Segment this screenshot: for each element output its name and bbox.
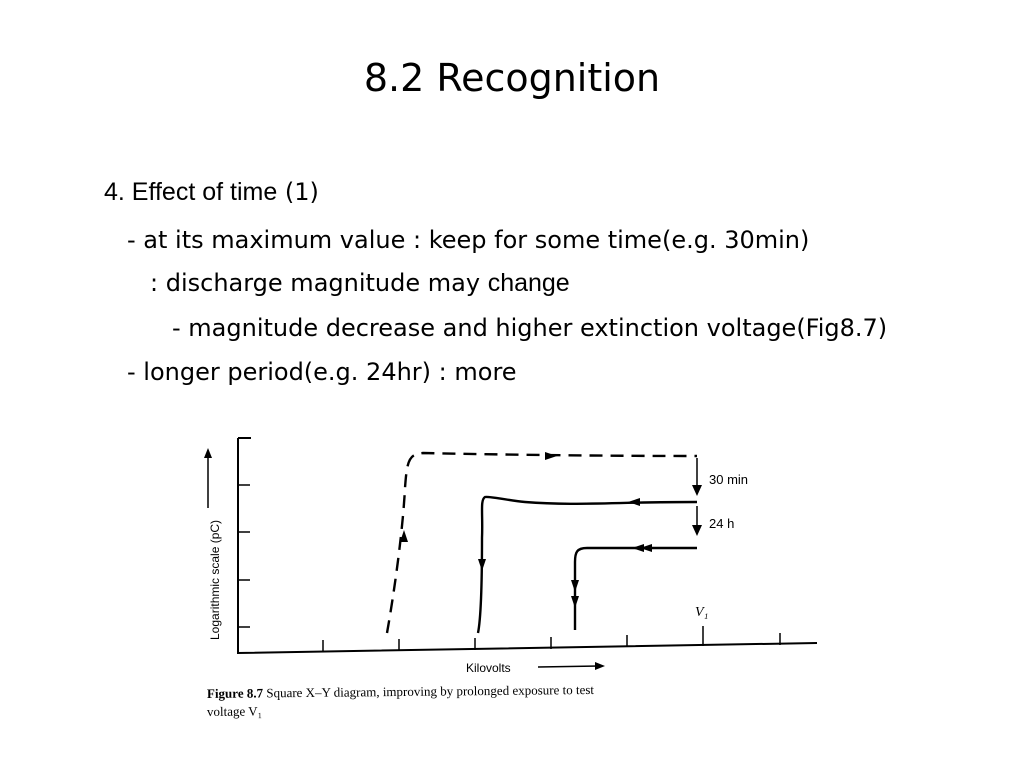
arrow-drop-30min [692, 485, 702, 496]
curve-initial-dashed [385, 451, 698, 634]
bullet-maximum-value: - at its maximum value : keep for some t… [127, 226, 810, 254]
arrow-rise-up [400, 530, 408, 542]
figure-8-7: Logarithmic scale (pC) 30 min 24 h V₁ Ki… [195, 428, 835, 728]
arrow-third-left-1 [640, 544, 652, 552]
axes [237, 437, 818, 655]
curve-after-30min [476, 495, 698, 634]
arrow-third-down-1 [571, 580, 579, 592]
y-axis [237, 438, 818, 655]
x-axis-arrow [537, 665, 600, 668]
bullet-discharge-text: : discharge magnitude may [150, 269, 488, 297]
arrow-second-down [478, 559, 486, 571]
arrow-third-left-2 [632, 544, 644, 552]
annotation-24-h: 24 h [709, 516, 734, 531]
caption-label: Figure 8.7 [207, 685, 264, 701]
caption-text: Square X–Y diagram, improving by prolong… [263, 682, 594, 700]
arrow-top-right [545, 452, 557, 460]
bullet-effect-of-time: 4. Effect of time (1) [104, 177, 319, 207]
slide-title: 8.2 Recognition [363, 56, 661, 100]
bullet-discharge-magnitude: : discharge magnitude may change [150, 268, 570, 298]
bullet-list: 4. Effect of time (1) - at its maximum v… [104, 177, 888, 386]
x-axis-label: Kilovolts [466, 661, 511, 675]
xy-diagram: Logarithmic scale (pC) 30 min 24 h V₁ Ki… [204, 437, 818, 719]
arrow-drop-24h [692, 525, 702, 536]
figure-caption: Figure 8.7 Square X–Y diagram, improving… [207, 682, 595, 701]
bullet-magnitude-decrease: - magnitude decrease and higher extincti… [172, 314, 888, 342]
bullet-change-highlight: change [487, 269, 570, 297]
bullet-heading-rest: (1) [277, 178, 319, 206]
bullet-longer-period: - longer period(e.g. 24hr) : more [127, 358, 517, 386]
figure-caption-line2: voltage V₁ [207, 703, 262, 719]
annotation-30-min: 30 min [709, 472, 748, 487]
y-axis-arrowhead [204, 448, 212, 458]
bullet-number: 4. [104, 178, 132, 206]
y-axis-label: Logarithmic scale (pC) [208, 520, 222, 640]
x-axis-arrowhead [595, 662, 605, 670]
v1-marker: V₁ [695, 605, 708, 620]
x-ticks [322, 626, 781, 652]
arrow-third-down-2 [571, 596, 579, 608]
y-ticks [238, 484, 250, 628]
arrow-second-left [628, 498, 640, 506]
curve-after-24h [573, 546, 697, 630]
bullet-heading-highlight: Effect of time [131, 178, 278, 206]
